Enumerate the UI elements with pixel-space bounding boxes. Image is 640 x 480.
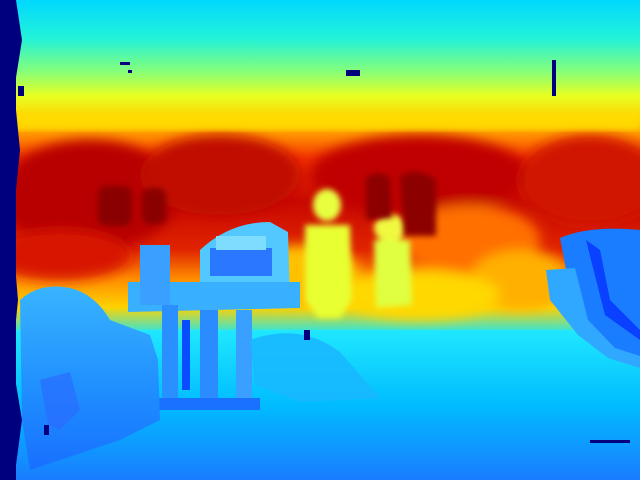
floor-region (0, 330, 640, 480)
center-equipment (128, 222, 300, 410)
depth-noise-speckles (18, 60, 630, 443)
left-invalid-edge (0, 0, 22, 480)
foreground-floor-object (250, 333, 380, 402)
ceiling-edge-band (10, 112, 640, 130)
standing-figures (305, 189, 412, 318)
foreground-left-shadow (40, 372, 80, 430)
wall-dark-shapes (98, 171, 436, 236)
foreground-right-dark-edge (586, 240, 640, 340)
foreground-right-edge (546, 268, 640, 368)
